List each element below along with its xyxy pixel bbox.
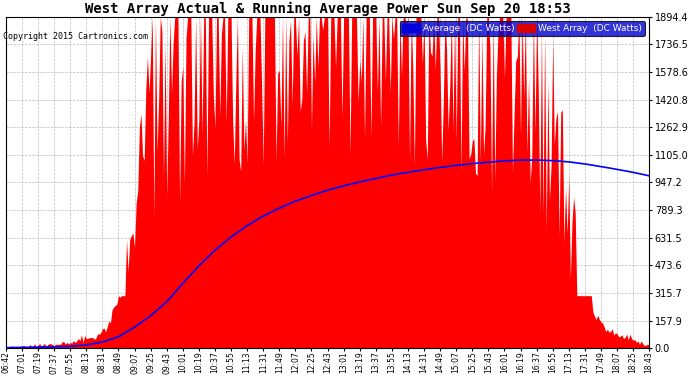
Legend: Average  (DC Watts), West Array  (DC Watts): Average (DC Watts), West Array (DC Watts… <box>400 21 644 36</box>
Text: Copyright 2015 Cartronics.com: Copyright 2015 Cartronics.com <box>3 32 148 41</box>
Title: West Array Actual & Running Average Power Sun Sep 20 18:53: West Array Actual & Running Average Powe… <box>85 2 571 15</box>
